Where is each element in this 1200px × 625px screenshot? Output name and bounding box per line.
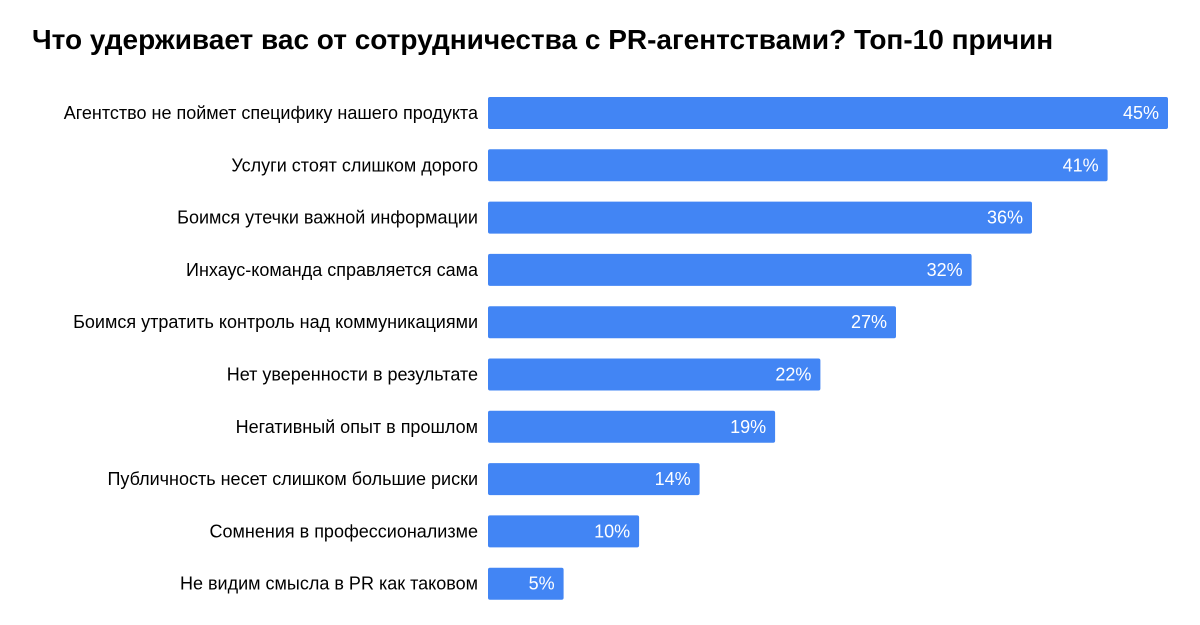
category-label: Боимся утратить контроль над коммуникаци… — [73, 312, 478, 332]
bar — [488, 306, 896, 339]
value-label: 22% — [775, 365, 811, 385]
value-label: 36% — [987, 208, 1023, 228]
bar — [488, 201, 1032, 234]
bar — [488, 515, 640, 548]
value-label: 19% — [730, 417, 766, 437]
bar — [488, 253, 972, 286]
category-label: Публичность несет слишком большие риски — [107, 469, 478, 489]
value-label: 45% — [1123, 103, 1159, 123]
category-label: Инхаус-команда справляется сама — [186, 260, 479, 280]
value-label: 14% — [655, 469, 691, 489]
value-label: 27% — [851, 312, 887, 332]
bar — [488, 149, 1108, 182]
value-label: 32% — [927, 260, 963, 280]
category-label: Нет уверенности в результате — [227, 365, 478, 385]
value-label: 10% — [594, 521, 630, 541]
value-label: 5% — [529, 574, 555, 594]
bar — [488, 463, 700, 496]
bar — [488, 358, 821, 391]
category-label: Агентство не поймет специфику нашего про… — [64, 103, 479, 123]
category-label: Боимся утечки важной информации — [177, 208, 478, 228]
category-label: Негативный опыт в прошлом — [236, 417, 478, 437]
category-label: Сомнения в профессионализме — [210, 521, 478, 541]
bar — [488, 567, 564, 600]
bar — [488, 97, 1168, 129]
chart-title: Что удерживает вас от сотрудничества с P… — [32, 24, 1054, 55]
category-label: Услуги стоят слишком дорого — [231, 155, 478, 175]
category-label: Не видим смысла в PR как таковом — [180, 574, 478, 594]
value-label: 41% — [1063, 155, 1099, 175]
bar — [488, 410, 776, 443]
